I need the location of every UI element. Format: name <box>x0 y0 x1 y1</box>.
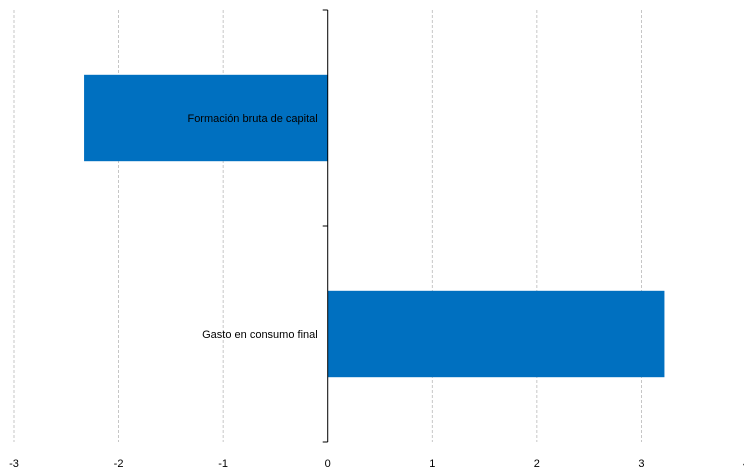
x-tick-label: -2 <box>114 458 124 470</box>
bars <box>84 74 665 378</box>
x-tick-labels: -3 -2 -1 0 1 2 3 4 <box>9 458 744 470</box>
x-tick-label: 0 <box>325 458 331 470</box>
x-tick-label: 1 <box>429 458 435 470</box>
category-label: Formación bruta de capital <box>187 113 317 125</box>
x-tick-label: 3 <box>638 458 644 470</box>
category-labels: Formación bruta de capital Gasto en consu… <box>187 113 317 341</box>
x-tick-label: -3 <box>9 458 19 470</box>
x-tick-label: 4 <box>743 458 744 470</box>
bar-1 <box>327 290 665 378</box>
category-label: Gasto en consumo final <box>202 329 318 341</box>
bar-0 <box>84 74 328 162</box>
x-tick-label: 2 <box>534 458 540 470</box>
category-axis <box>322 9 329 443</box>
x-tick-label: -1 <box>218 458 228 470</box>
